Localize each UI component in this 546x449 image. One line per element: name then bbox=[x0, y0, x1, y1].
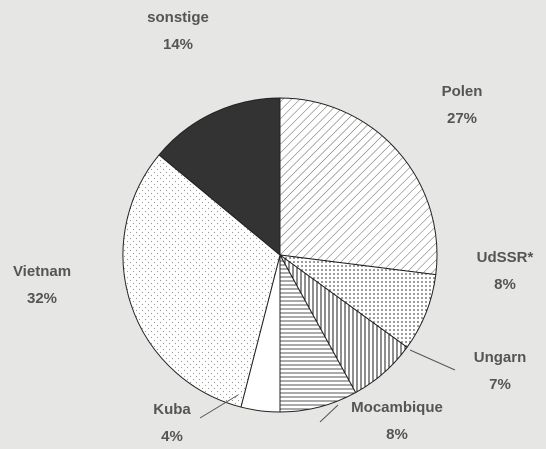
slice bbox=[279, 97, 438, 276]
leader-line bbox=[409, 349, 456, 371]
leader-line bbox=[319, 404, 339, 423]
value-label: 8% bbox=[494, 276, 516, 293]
leader-line bbox=[199, 394, 239, 419]
value-label: 27% bbox=[447, 110, 477, 127]
value-label: 32% bbox=[27, 290, 57, 307]
slice-label: Polen bbox=[442, 83, 483, 100]
slice-label: Ungarn bbox=[474, 349, 527, 366]
slice-label: Kuba bbox=[153, 401, 191, 418]
slice-label: sonstige bbox=[147, 9, 209, 26]
slice-label: UdSSR* bbox=[477, 249, 534, 266]
slice-label: Vietnam bbox=[13, 263, 71, 280]
pie bbox=[122, 97, 438, 413]
value-label: 14% bbox=[163, 36, 193, 53]
slice bbox=[122, 154, 281, 408]
labels: Polen 27% UdSSR* 8% Ungarn 7% Mocambique 8% Kuba… bbox=[13, 9, 534, 445]
value-label: 7% bbox=[489, 376, 511, 393]
slice bbox=[158, 97, 281, 257]
value-label: 8% bbox=[386, 426, 408, 443]
slice-label: Mocambique bbox=[351, 399, 443, 416]
value-label: 4% bbox=[161, 428, 183, 445]
